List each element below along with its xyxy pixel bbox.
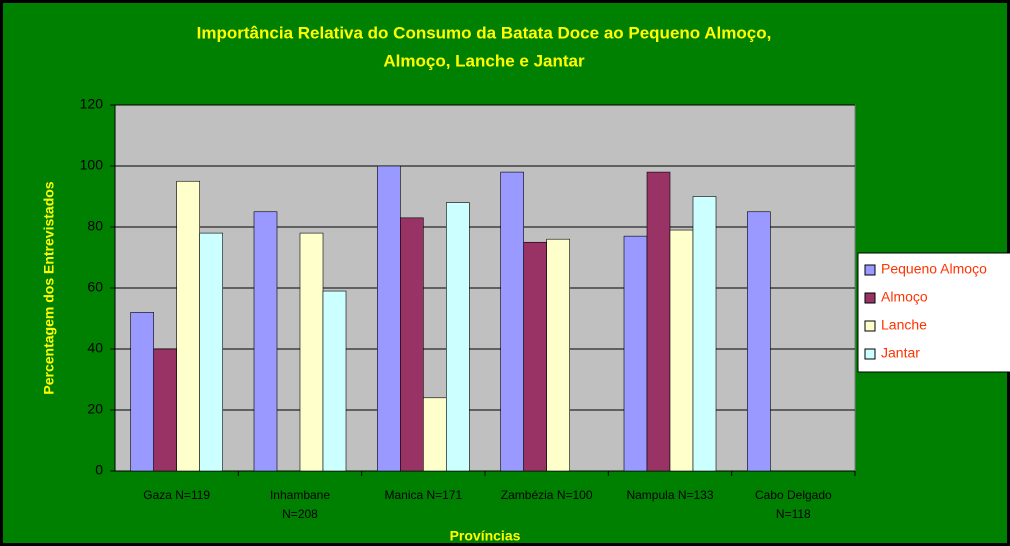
- legend-swatch: [864, 264, 876, 276]
- legend-label: Lanche: [881, 317, 927, 333]
- y-tick-label: 120: [80, 96, 104, 112]
- legend: [857, 252, 1010, 373]
- label-line: N=208: [282, 507, 318, 521]
- bar: [523, 241, 547, 472]
- legend-label: Almoço: [881, 289, 928, 305]
- bar: [747, 211, 771, 472]
- x-tick-label: Cabo Delgado N=118: [755, 488, 832, 521]
- label-line: Cabo Delgado: [755, 488, 832, 502]
- bar: [646, 171, 671, 472]
- x-tick-label: Gaza N=119: [143, 488, 210, 502]
- bar: [669, 229, 694, 472]
- bar: [322, 290, 347, 472]
- bar: [623, 235, 648, 472]
- bar: [692, 196, 717, 472]
- label-line: Inhambane: [270, 488, 330, 502]
- y-axis-label: Percentagem dos Entrevistados: [41, 181, 57, 394]
- bar: [253, 211, 278, 472]
- x-axis-label: Províncias: [450, 528, 521, 544]
- bar: [299, 232, 324, 472]
- x-tick-label: Inhambane N=208: [270, 488, 330, 521]
- legend-swatch: [864, 348, 876, 360]
- legend-swatch: [864, 320, 876, 332]
- bar: [500, 171, 524, 472]
- chart-title: Almoço, Lanche e Jantar: [383, 51, 585, 70]
- bar: [199, 232, 223, 472]
- bar: [400, 217, 424, 472]
- bar: [423, 397, 447, 472]
- y-tick-label: 80: [87, 218, 103, 234]
- x-tick-label: Manica N=171: [384, 488, 462, 502]
- label-line: N=118: [776, 507, 811, 521]
- x-tick-label: Nampula N=133: [626, 488, 713, 502]
- y-tick-label: 60: [87, 279, 103, 295]
- chart-title: Importância Relativa do Consumo da Batat…: [197, 23, 772, 42]
- bar: [130, 312, 154, 472]
- x-tick-label: Zambézia N=100: [501, 488, 593, 502]
- y-tick-label: 100: [80, 157, 104, 173]
- y-tick-label: 0: [95, 462, 103, 478]
- bar: [377, 165, 401, 472]
- legend-label: Pequeno Almoço: [881, 261, 987, 277]
- legend-label: Jantar: [881, 345, 920, 361]
- bar: [546, 238, 570, 472]
- y-tick-label: 20: [87, 401, 103, 417]
- bar: [153, 348, 177, 472]
- bar: [446, 202, 470, 472]
- legend-swatch: [864, 292, 876, 304]
- y-tick-label: 40: [87, 340, 103, 356]
- bar: [176, 180, 200, 472]
